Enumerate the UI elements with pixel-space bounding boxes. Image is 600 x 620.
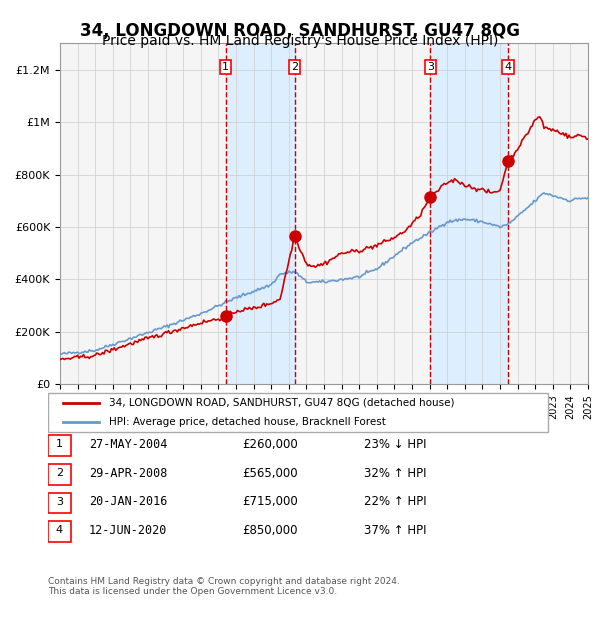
Text: 23% ↓ HPI: 23% ↓ HPI xyxy=(364,438,427,451)
FancyBboxPatch shape xyxy=(48,393,548,432)
Text: 2: 2 xyxy=(291,62,298,73)
Text: 3: 3 xyxy=(427,62,434,73)
Text: Price paid vs. HM Land Registry's House Price Index (HPI): Price paid vs. HM Land Registry's House … xyxy=(102,34,498,48)
Text: 37% ↑ HPI: 37% ↑ HPI xyxy=(364,524,427,537)
Text: 1: 1 xyxy=(56,440,63,450)
Text: 34, LONGDOWN ROAD, SANDHURST, GU47 8QG (detached house): 34, LONGDOWN ROAD, SANDHURST, GU47 8QG (… xyxy=(109,398,455,408)
Text: 27-MAY-2004: 27-MAY-2004 xyxy=(89,438,167,451)
Text: HPI: Average price, detached house, Bracknell Forest: HPI: Average price, detached house, Brac… xyxy=(109,417,386,427)
Text: 2: 2 xyxy=(56,468,63,478)
Text: 29-APR-2008: 29-APR-2008 xyxy=(89,467,167,479)
Text: 12-JUN-2020: 12-JUN-2020 xyxy=(89,524,167,537)
Text: 22% ↑ HPI: 22% ↑ HPI xyxy=(364,495,427,508)
Text: 32% ↑ HPI: 32% ↑ HPI xyxy=(364,467,427,479)
Text: 20-JAN-2016: 20-JAN-2016 xyxy=(89,495,167,508)
Text: £715,000: £715,000 xyxy=(242,495,298,508)
Text: 34, LONGDOWN ROAD, SANDHURST, GU47 8QG: 34, LONGDOWN ROAD, SANDHURST, GU47 8QG xyxy=(80,22,520,40)
Text: 4: 4 xyxy=(505,62,511,73)
Text: £850,000: £850,000 xyxy=(242,524,298,537)
FancyBboxPatch shape xyxy=(48,492,71,513)
Text: 1: 1 xyxy=(222,62,229,73)
Bar xyxy=(579,43,590,384)
FancyBboxPatch shape xyxy=(48,521,71,542)
Text: 4: 4 xyxy=(56,525,63,535)
Bar xyxy=(226,43,295,384)
Text: £565,000: £565,000 xyxy=(242,467,298,479)
Text: £260,000: £260,000 xyxy=(242,438,298,451)
Bar xyxy=(430,43,508,384)
FancyBboxPatch shape xyxy=(48,464,71,485)
FancyBboxPatch shape xyxy=(48,435,71,456)
Text: 3: 3 xyxy=(56,497,63,507)
Text: Contains HM Land Registry data © Crown copyright and database right 2024.
This d: Contains HM Land Registry data © Crown c… xyxy=(48,577,400,596)
